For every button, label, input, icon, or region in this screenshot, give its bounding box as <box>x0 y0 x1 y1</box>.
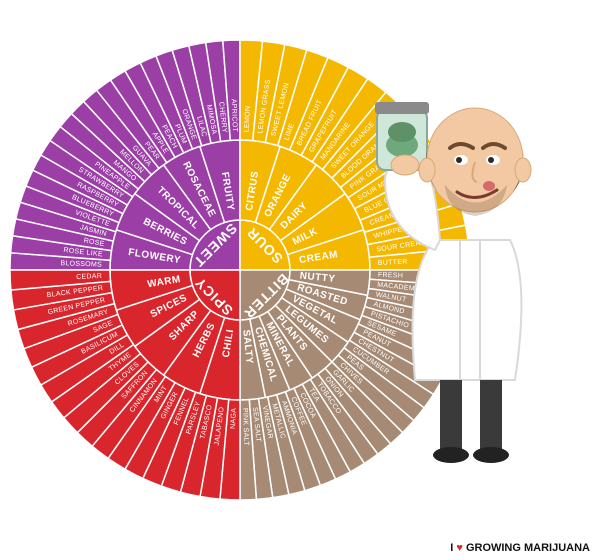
flavor-wheel-figure: SWEETFLOWERYBERRIESTROPICALROSACEAEFRUIT… <box>0 0 600 560</box>
svg-text:BUTTER: BUTTER <box>378 259 408 267</box>
brand-heart-icon: ♥ <box>456 542 463 554</box>
svg-text:PINK SALT: PINK SALT <box>241 408 249 447</box>
svg-text:APRICOT: APRICOT <box>230 99 238 133</box>
brand-prefix: I <box>450 542 453 554</box>
svg-text:LEMON: LEMON <box>244 106 252 133</box>
svg-text:FRESH: FRESH <box>378 272 403 280</box>
svg-text:NAGA: NAGA <box>230 408 238 429</box>
brand-suffix: GROWING MARIJUANA <box>466 542 590 554</box>
svg-text:CEDAR: CEDAR <box>76 273 102 281</box>
brand-tagline: I ♥ GROWING MARIJUANA <box>450 542 590 554</box>
